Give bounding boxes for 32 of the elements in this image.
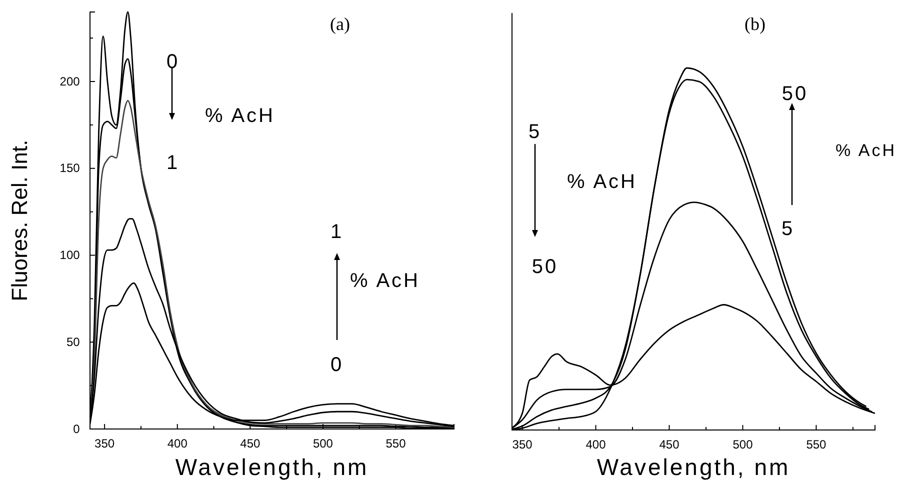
x-axis-title: Wavelength, nm — [596, 454, 790, 480]
x-tick-label: 500 — [312, 436, 334, 451]
annotation: % AcH — [566, 171, 638, 193]
annotation: (a) — [330, 14, 350, 34]
x-tick-label: 450 — [240, 436, 260, 451]
y-tick-label: 50 — [66, 334, 80, 349]
text: (b) — [744, 14, 766, 34]
annotation: 1 — [330, 221, 344, 243]
annotation: 0 — [166, 51, 180, 73]
annotation: 50 — [532, 256, 558, 278]
y-tick-label: 200 — [60, 74, 80, 88]
annotation: 50 — [782, 83, 808, 105]
x-tick-label: 500 — [732, 438, 754, 452]
x-tick-label: 550 — [806, 438, 827, 452]
annotation: % AcH — [204, 105, 276, 127]
x-tick-label: 550 — [386, 436, 406, 451]
x-tick-label: 400 — [586, 438, 606, 452]
annotation: 5 — [528, 121, 542, 143]
annotation: % AcH — [350, 270, 420, 292]
annotation: % AcH — [835, 141, 897, 160]
y-tick-label: 100 — [60, 248, 80, 262]
x-tick-label: 350 — [512, 438, 533, 452]
annotation: 1 — [166, 152, 180, 174]
x-axis-title: Wavelength, nm — [175, 454, 369, 480]
y-tick-label: 0 — [73, 422, 80, 436]
annotation: 0 — [330, 354, 344, 376]
annotation: 5 — [781, 218, 795, 240]
y-axis-title: Fluores. Rel. Int. — [7, 140, 32, 302]
x-tick-label: 450 — [659, 438, 680, 452]
y-tick-label: 150 — [60, 161, 80, 176]
x-tick-label: 400 — [167, 436, 188, 451]
x-tick-label: 350 — [94, 436, 115, 451]
